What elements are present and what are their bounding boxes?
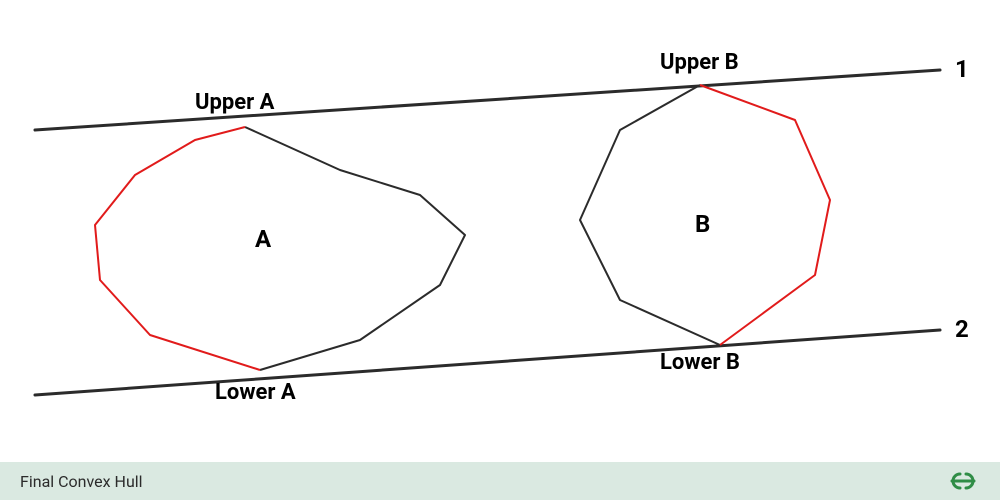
convex-hull-svg [0, 0, 1000, 460]
footer-bar: Final Convex Hull [0, 462, 1000, 500]
label-1: 1 [955, 55, 969, 83]
gfg-logo-icon [946, 471, 980, 491]
label-lower-a: Lower A [215, 380, 296, 405]
label-b: B [695, 210, 710, 238]
label-lower-b: Lower B [660, 350, 740, 375]
label-upper-a: Upper A [195, 90, 274, 115]
footer-caption: Final Convex Hull [20, 472, 143, 491]
label-upper-b: Upper B [660, 50, 739, 75]
diagram-canvas: Upper A Upper B Lower A Lower B A B 1 2 [0, 0, 1000, 460]
label-2: 2 [955, 315, 969, 343]
label-a: A [255, 225, 271, 253]
